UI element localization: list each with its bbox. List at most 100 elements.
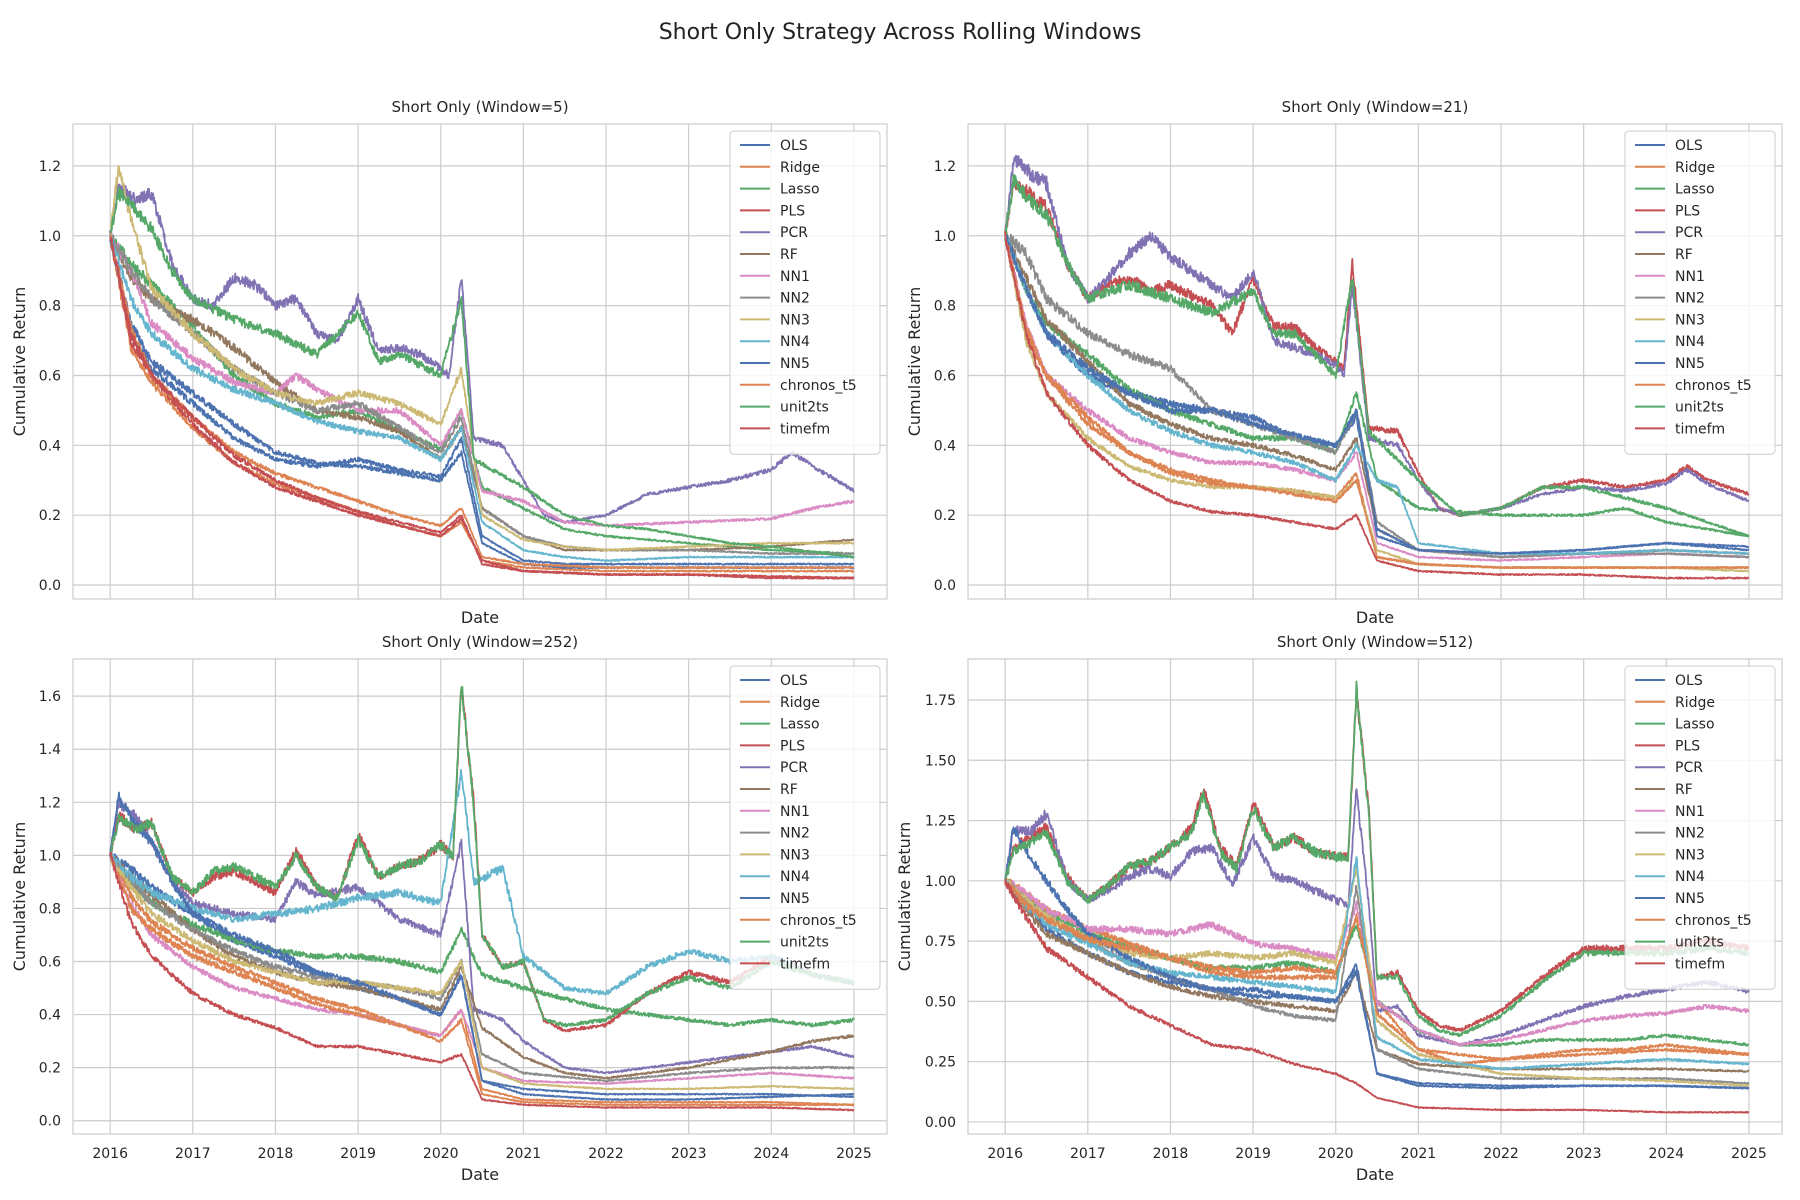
y-tick-label: 0.8: [934, 299, 956, 315]
legend-label-unit2ts: unit2ts: [780, 400, 829, 416]
y-tick-label: 1.2: [39, 159, 61, 175]
legend-label-NN1: NN1: [780, 804, 810, 820]
y-tick-label: 0.6: [39, 955, 61, 971]
y-axis-label: Cumulative Return: [905, 287, 924, 437]
legend-label-RF: RF: [780, 247, 798, 263]
x-tick-label: 2022: [1483, 1146, 1519, 1162]
y-tick-label: 0.2: [39, 508, 61, 524]
series-line-Ridge: [109, 851, 855, 1107]
series-line-NN4: [109, 234, 855, 563]
x-axis-label: Date: [461, 608, 499, 627]
legend-label-NN2: NN2: [1675, 291, 1705, 307]
series-line-timefm: [1004, 878, 1750, 1114]
legend-label-unit2ts: unit2ts: [1675, 935, 1724, 951]
legend-box: [729, 665, 881, 990]
legend-label-timefm: timefm: [1675, 956, 1725, 972]
y-tick-label: 0.0: [39, 578, 61, 594]
legend-label-NN4: NN4: [780, 334, 810, 350]
y-tick-label: 1.25: [925, 814, 956, 830]
series-line-Lasso: [109, 852, 855, 1028]
y-tick-label: 0.25: [925, 1055, 956, 1071]
series-line-NN4: [1004, 856, 1750, 1071]
legend-label-NN2: NN2: [780, 826, 810, 842]
y-tick-label: 0.8: [39, 299, 61, 315]
y-tick-label: 0.8: [39, 901, 61, 917]
y-tick-label: 0.00: [925, 1115, 956, 1131]
x-tick-label: 2021: [1401, 1146, 1437, 1162]
legend-label-NN4: NN4: [1675, 869, 1705, 885]
legend-label-PCR: PCR: [780, 760, 808, 776]
series-line-NN1: [1004, 878, 1750, 1047]
series-lines: [109, 165, 855, 580]
legend-label-NN1: NN1: [1675, 269, 1705, 285]
legend-label-NN1: NN1: [1675, 804, 1705, 820]
y-tick-label: 1.4: [39, 742, 61, 758]
y-tick-label: 1.75: [925, 693, 956, 709]
x-tick-label: 2018: [258, 1146, 294, 1162]
x-tick-label: 2023: [671, 1146, 707, 1162]
x-tick-label: 2020: [423, 1146, 459, 1162]
series-lines: [109, 686, 855, 1112]
x-tick-label: 2019: [1235, 1146, 1271, 1162]
x-tick-label: 2016: [92, 1146, 128, 1162]
legend-label-NN4: NN4: [780, 869, 810, 885]
legend-label-PLS: PLS: [780, 203, 805, 219]
x-axis-label: Date: [1356, 608, 1394, 627]
legend-box: [1624, 130, 1776, 455]
y-tick-label: 0.2: [934, 508, 956, 524]
legend-label-NN5: NN5: [1675, 356, 1705, 372]
legend-label-timefm: timefm: [1675, 421, 1725, 437]
legend-label-OLS: OLS: [780, 138, 808, 154]
series-line-NN5: [1004, 826, 1750, 1090]
legend-label-unit2ts: unit2ts: [780, 935, 829, 951]
legend: OLS Ridge Lasso PLS PCR RF NN1 NN2 NN3 NN4 NN5 chro…: [1624, 130, 1776, 455]
y-tick-label: 1.00: [925, 874, 956, 890]
legend-label-NN3: NN3: [780, 312, 810, 328]
y-tick-label: 0.6: [934, 368, 956, 384]
series-line-timefm: [109, 851, 855, 1112]
legend-label-Lasso: Lasso: [1675, 717, 1715, 733]
series-line-unit2ts: [109, 186, 855, 559]
y-axis-label: Cumulative Return: [10, 287, 29, 437]
legend-label-Lasso: Lasso: [1675, 182, 1715, 198]
legend-label-chronos_t5: chronos_t5: [1675, 913, 1752, 929]
series-line-timefm: [1004, 230, 1750, 580]
series-line-NN4: [1004, 229, 1750, 556]
subplot-top-left: 0.0 0.2 0.4 0.6 0.8 1.0 1.2 Short Only (Window=…: [10, 98, 888, 627]
y-tick-label: 0.0: [934, 578, 956, 594]
legend-label-OLS: OLS: [1675, 673, 1703, 689]
x-tick-label: 2017: [1070, 1146, 1106, 1162]
legend-label-NN5: NN5: [1675, 891, 1705, 907]
legend-label-PLS: PLS: [1675, 738, 1700, 754]
series-line-NN1: [109, 232, 855, 528]
series-line-NN5: [1004, 234, 1750, 555]
legend-label-Ridge: Ridge: [1675, 695, 1715, 711]
legend-label-Lasso: Lasso: [780, 717, 820, 733]
y-tick-label: 0.6: [39, 368, 61, 384]
series-line-PCR: [109, 182, 855, 524]
subplot-title: Short Only (Window=21): [1282, 98, 1469, 116]
series-line-NN1: [1004, 229, 1750, 562]
legend-label-NN3: NN3: [780, 847, 810, 863]
legend-label-timefm: timefm: [780, 956, 830, 972]
series-line-NN2: [109, 850, 855, 1083]
legend-label-PLS: PLS: [780, 738, 805, 754]
subplot-bottom-right: 0.00 0.25 0.50 0.75 1.00 1.25 1.50 1.75 2016 2017…: [895, 633, 1783, 1184]
y-tick-label: 1.2: [934, 159, 956, 175]
legend-label-PCR: PCR: [1675, 760, 1703, 776]
plot-frame: [967, 123, 1783, 600]
series-line-chronos_t5: [1004, 235, 1750, 570]
legend-label-Lasso: Lasso: [780, 182, 820, 198]
legend-label-OLS: OLS: [780, 673, 808, 689]
y-tick-label: 0.50: [925, 994, 956, 1010]
series-line-RF: [109, 854, 855, 1080]
x-axis-label: Date: [1356, 1165, 1394, 1184]
x-tick-label: 2023: [1566, 1146, 1602, 1162]
legend-label-PCR: PCR: [1675, 225, 1703, 241]
x-tick-label: 2017: [175, 1146, 211, 1162]
legend-label-unit2ts: unit2ts: [1675, 400, 1724, 416]
legend-label-Ridge: Ridge: [780, 695, 820, 711]
y-tick-label: 1.0: [934, 229, 956, 245]
y-tick-label: 0.75: [925, 934, 956, 950]
